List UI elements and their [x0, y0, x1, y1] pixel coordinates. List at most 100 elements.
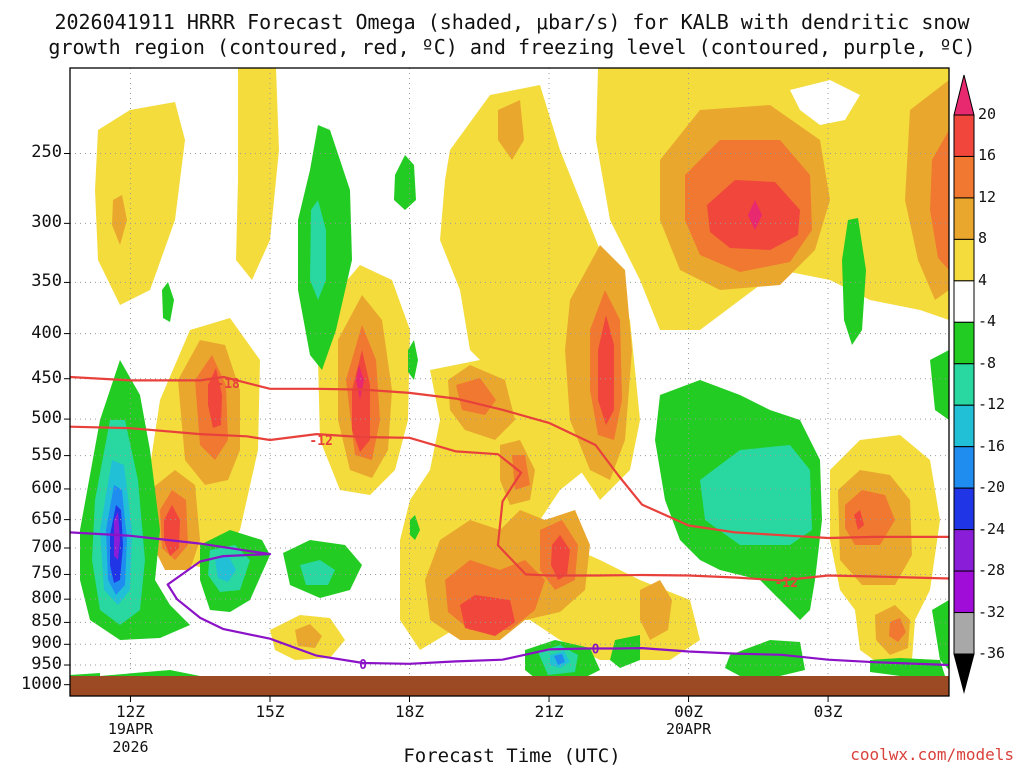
omega-region-magenta-2 [356, 365, 364, 400]
colorbar-band-8 [953, 446, 975, 489]
omega-region-green-2 [394, 155, 416, 210]
colorbar-band-9 [953, 487, 975, 531]
y-label-900: 900 [31, 633, 62, 654]
x-label-00Z: 00Z [674, 702, 703, 721]
colorbar-band-4 [953, 280, 975, 323]
colorbar-band-10 [953, 529, 975, 572]
colorbar-label--28: -28 [978, 561, 1006, 580]
omega-region-green-17 [100, 670, 200, 676]
omega-region-orange-15 [640, 580, 672, 640]
omega-region-orange-14 [295, 624, 322, 648]
colorbar-label-8: 8 [978, 229, 988, 248]
omega-region-green-5 [408, 340, 418, 380]
colorbar-band-6 [953, 363, 975, 406]
omega-region-green-4 [842, 218, 866, 345]
colorbar-label--12: -12 [978, 395, 1006, 414]
omega-region-red-4 [164, 505, 180, 556]
y-label-500: 500 [31, 408, 62, 429]
omega-region-magenta-1 [748, 200, 762, 230]
contour-labels: -18 -12 0 0 -12 [216, 377, 798, 673]
x-sublabel-2026: 2026 [112, 738, 149, 756]
credit-link[interactable]: coolwx.com/models [850, 745, 1014, 764]
colorbar-bottom-arrow [953, 653, 975, 694]
y-label-850: 850 [31, 611, 62, 632]
colorbar-label--8: -8 [978, 353, 997, 372]
omega-region-green-14 [610, 635, 640, 668]
omega-shading [70, 68, 949, 696]
colorbar-label--24: -24 [978, 519, 1006, 538]
colorbar-label-16: 16 [978, 146, 997, 165]
omega-region-teal-1 [310, 200, 326, 300]
colorbar-band-12 [953, 612, 975, 655]
colorbar-label--20: -20 [978, 478, 1006, 497]
colorbar-band-3 [953, 238, 975, 282]
omega-region-red-5 [352, 350, 370, 452]
y-label-700: 700 [31, 537, 62, 557]
chart-title-line1: 2026041911 HRRR Forecast Omega (shaded, … [54, 10, 970, 34]
colorbar-label-12: 12 [978, 187, 997, 206]
colorbar-label--36: -36 [978, 644, 1006, 662]
colorbar-top-arrow [953, 74, 975, 116]
chart-title-line2: growth region (contoured, red, ºC) and f… [48, 35, 976, 59]
contour-dgz_upper [70, 375, 949, 540]
colorbar-label--4: -4 [978, 312, 997, 331]
omega-region-red-7 [551, 535, 570, 580]
omega-region-green-8 [930, 350, 949, 420]
contour-label-1: -12 [309, 434, 332, 449]
omega-region-yellow-2 [95, 102, 185, 305]
omega-region-green-6 [410, 515, 420, 540]
y-label-300: 300 [31, 212, 62, 233]
x-axis-title: Forecast Time (UTC) [403, 745, 621, 767]
colorbar-band-11 [953, 570, 975, 614]
x-label-21Z: 21Z [534, 702, 564, 721]
omega-region-darkorange-11 [845, 490, 895, 545]
colorbar-label--16: -16 [978, 436, 1006, 455]
y-label-650: 650 [31, 508, 62, 529]
contour-freezing [70, 531, 949, 667]
ground-layer [70, 676, 949, 696]
omega-region-yellow-1 [236, 68, 279, 280]
y-label-800: 800 [31, 588, 62, 609]
omega-region-darkorange-2 [930, 130, 949, 270]
colorbar [953, 74, 975, 694]
omega-region-teal-2 [700, 445, 812, 545]
colorbar-band-0 [953, 114, 975, 157]
x-sublabel-20APR: 20APR [665, 720, 712, 738]
y-label-450: 450 [31, 367, 62, 388]
y-label-350: 350 [31, 271, 62, 292]
y-label-1000: 1000 [21, 673, 62, 694]
colorbar-band-7 [953, 404, 975, 448]
y-label-600: 600 [31, 477, 62, 498]
omega-region-darkorange-12 [889, 618, 906, 642]
y-label-750: 750 [31, 563, 62, 584]
grid [64, 68, 949, 702]
omega-region-blue-2 [554, 654, 565, 665]
contour-label-0: -18 [216, 377, 240, 392]
x-label-18Z: 18Z [395, 702, 424, 721]
colorbar-label-4: 4 [978, 270, 988, 289]
omega-region-teal-5 [300, 560, 335, 585]
contour-label-4: -12 [774, 576, 797, 591]
omega-region-green-9 [932, 600, 949, 670]
x-label-12Z: 12Z [116, 702, 145, 721]
omega-region-green-3 [162, 282, 174, 322]
plot-frame [69, 67, 950, 697]
omega-region-red-8 [854, 510, 864, 530]
contour-lines [70, 375, 949, 667]
contour-label-2: 0 [359, 658, 367, 673]
omega-region-lightblue-2 [215, 555, 236, 582]
omega-region-orange-1 [498, 100, 524, 160]
y-label-250: 250 [31, 142, 62, 163]
omega-region-orange-2 [112, 195, 127, 245]
omega-region-white-1 [790, 80, 860, 125]
x-label-15Z: 15Z [255, 702, 285, 721]
contour-label-3: 0 [592, 643, 600, 658]
contour-dgz_lower [70, 425, 949, 582]
y-label-950: 950 [31, 654, 62, 675]
colorbar-label-20: 20 [978, 105, 997, 123]
omega-region-red-2 [598, 315, 614, 425]
y-label-550: 550 [31, 444, 62, 465]
colorbar-band-1 [953, 155, 975, 199]
omega-region-red-3 [208, 368, 222, 428]
